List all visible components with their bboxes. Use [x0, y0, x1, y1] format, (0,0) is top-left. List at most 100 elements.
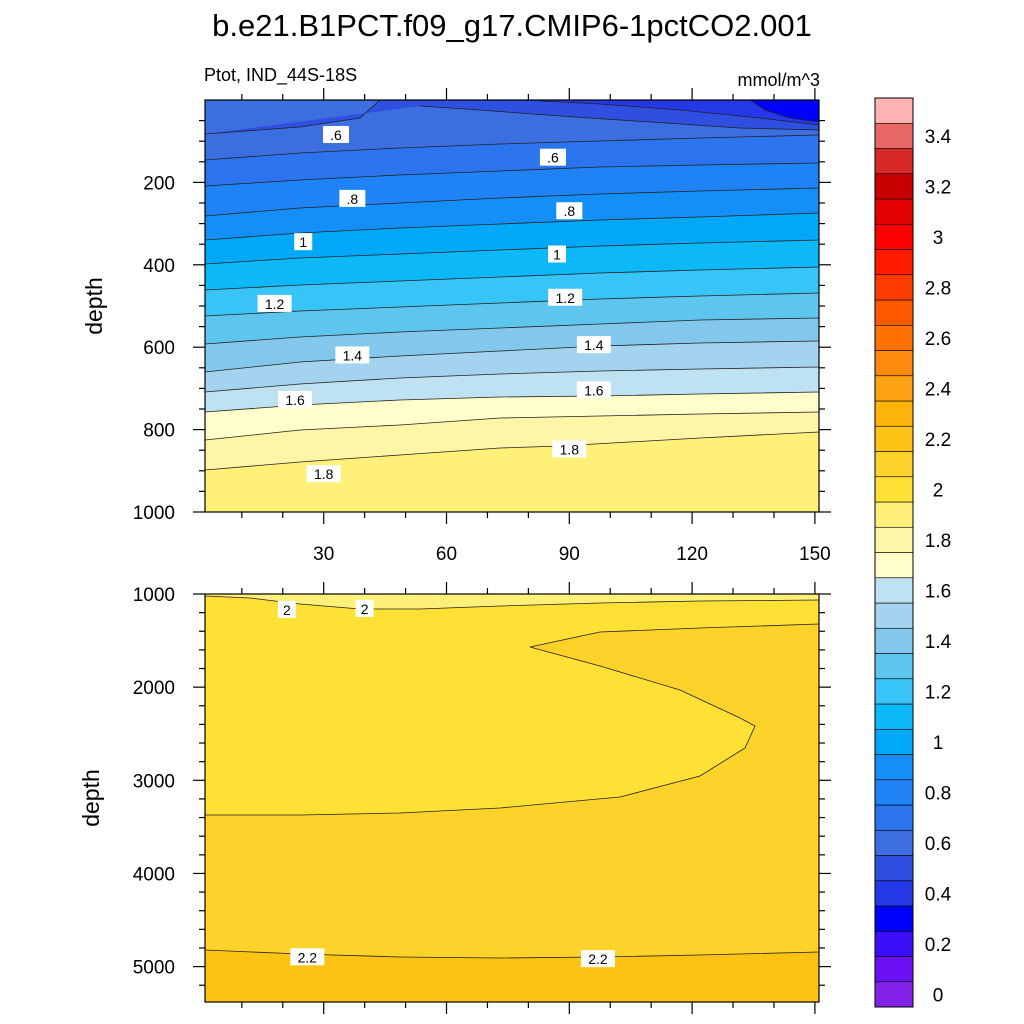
- colorbar-swatch: [874, 526, 914, 553]
- contour-line: [205, 366, 819, 393]
- lower-contour-fill: [205, 594, 819, 1002]
- contour-line: [205, 317, 819, 345]
- colorbar: [874, 97, 914, 1008]
- contour-label-box: [580, 950, 615, 968]
- colorbar-label: 1.4: [925, 632, 952, 653]
- colorbar-label: 0.2: [925, 935, 951, 956]
- colorbar-swatch: [874, 249, 914, 276]
- colorbar-swatch: [874, 324, 914, 351]
- colorbar-swatch: [874, 425, 914, 452]
- upper-y-axis-label: depth: [81, 277, 107, 335]
- contour-label-box: [576, 381, 611, 399]
- colorbar-label: 1.2: [925, 682, 951, 703]
- colorbar-swatch: [874, 451, 914, 478]
- colorbar-label: 2.8: [925, 278, 951, 299]
- contour-label: 1.6: [285, 392, 305, 408]
- x-tick-label: 30: [313, 544, 334, 565]
- contour-label-box: [335, 346, 370, 364]
- upper-band-0.4: [470, 100, 819, 125]
- contour-line: [205, 595, 819, 610]
- lower-y-tick-labels: 1000 2000 3000 4000 5000: [133, 585, 175, 979]
- colorbar-label: 2.2: [925, 430, 951, 451]
- contour-label-box: [548, 288, 583, 306]
- colorbar-label: 2: [933, 480, 944, 501]
- colorbar-swatch: [874, 981, 914, 1008]
- colorbar-label: 0.8: [925, 783, 951, 804]
- colorbar-tick-labels: 0 0.2 0.4 0.6 0.8 1 1.2 1.4 1.6 1.8 2 2.2 2.4 2.6 2.8 3…: [925, 127, 952, 1007]
- upper-panel: 200 400 600 800 1000 30 60 90 120 150 .6 .6 .8 .8 1 1…: [81, 88, 831, 565]
- contour-label-box: [556, 202, 583, 220]
- y-tick-label: 400: [143, 256, 175, 277]
- colorbar-swatch: [874, 501, 914, 528]
- contour-label-box: [294, 233, 313, 251]
- contour-label: 2.2: [298, 949, 318, 965]
- colorbar-swatch: [874, 703, 914, 730]
- contour-label: .6: [547, 150, 559, 166]
- lower-plot-frame: [204, 593, 820, 1003]
- x-tick-label: 60: [436, 544, 457, 565]
- colorbar-swatch: [874, 400, 914, 427]
- colorbar-swatch: [874, 905, 914, 932]
- x-tick-label: 120: [676, 544, 708, 565]
- colorbar-label: 2.4: [925, 379, 952, 400]
- colorbar-swatch: [874, 274, 914, 301]
- y-tick-label: 3000: [133, 771, 175, 792]
- colorbar-swatch: [874, 855, 914, 882]
- contour-label-box: [257, 294, 292, 312]
- colorbar-swatch: [874, 198, 914, 225]
- x-tick-label: 90: [559, 544, 580, 565]
- contour-line: [205, 239, 819, 265]
- contour-label: 2.2: [588, 951, 608, 967]
- contour-label-box: [306, 465, 341, 483]
- contour-line: [539, 100, 819, 126]
- colorbar-swatch: [874, 678, 914, 705]
- chart-title: b.e21.B1PCT.f09_g17.CMIP6-1pctCO2.001: [212, 8, 812, 43]
- contour-label: 1.8: [560, 441, 580, 457]
- contour-line: [205, 187, 819, 217]
- y-tick-label: 2000: [133, 678, 175, 699]
- contour-label: 1: [553, 247, 561, 263]
- colorbar-swatch: [874, 299, 914, 326]
- upper-contour-lines: [205, 100, 819, 471]
- colorbar-swatch: [874, 930, 914, 957]
- contour-line: [419, 105, 819, 131]
- y-tick-label: 600: [143, 338, 175, 359]
- colorbar-label: 1: [933, 733, 944, 754]
- upper-band-0.3: [750, 100, 819, 122]
- contour-line: [749, 100, 819, 123]
- y-tick-label: 5000: [133, 958, 175, 979]
- colorbar-label: 0.4: [925, 884, 952, 905]
- contour-label: 1.8: [314, 466, 334, 482]
- colorbar-swatch: [874, 577, 914, 604]
- y-tick-label: 1000: [133, 585, 175, 606]
- colorbar-label: 1.8: [925, 531, 951, 552]
- contour-label: 1.2: [265, 296, 285, 312]
- contour-label: 2: [361, 601, 369, 617]
- colorbar-swatch: [874, 653, 914, 680]
- upper-contour-fill: [205, 100, 819, 512]
- colorbar-swatch: [874, 350, 914, 377]
- colorbar-swatch: [874, 956, 914, 983]
- contour-label-box: [552, 440, 587, 458]
- contour-label-box: [278, 390, 313, 408]
- colorbar-swatch: [874, 476, 914, 503]
- colorbar-swatch: [874, 148, 914, 175]
- colorbar-frame: [874, 97, 914, 1008]
- contour-label-box: [548, 245, 567, 263]
- y-tick-label: 200: [143, 173, 175, 194]
- contour-label: 1.2: [555, 290, 575, 306]
- colorbar-swatch: [874, 97, 914, 124]
- lower-contour-labels: 2 2 2.2 2.2: [277, 599, 615, 968]
- contour-label-box: [576, 336, 611, 354]
- units-label: mmol/m^3: [738, 70, 820, 90]
- contour-label-box: [277, 600, 296, 618]
- colorbar-label: 3.4: [925, 127, 952, 148]
- colorbar-swatch: [874, 602, 914, 629]
- colorbar-swatch: [874, 627, 914, 654]
- contour-label: .8: [563, 203, 575, 219]
- upper-contour-labels: .6 .6 .8 .8 1 1 1.2 1.2 1.4 1.4 1.6 1.6 1.8 1.8: [257, 126, 611, 483]
- colorbar-swatch: [874, 754, 914, 781]
- contour-line: [205, 134, 819, 161]
- contour-label: .6: [330, 127, 342, 143]
